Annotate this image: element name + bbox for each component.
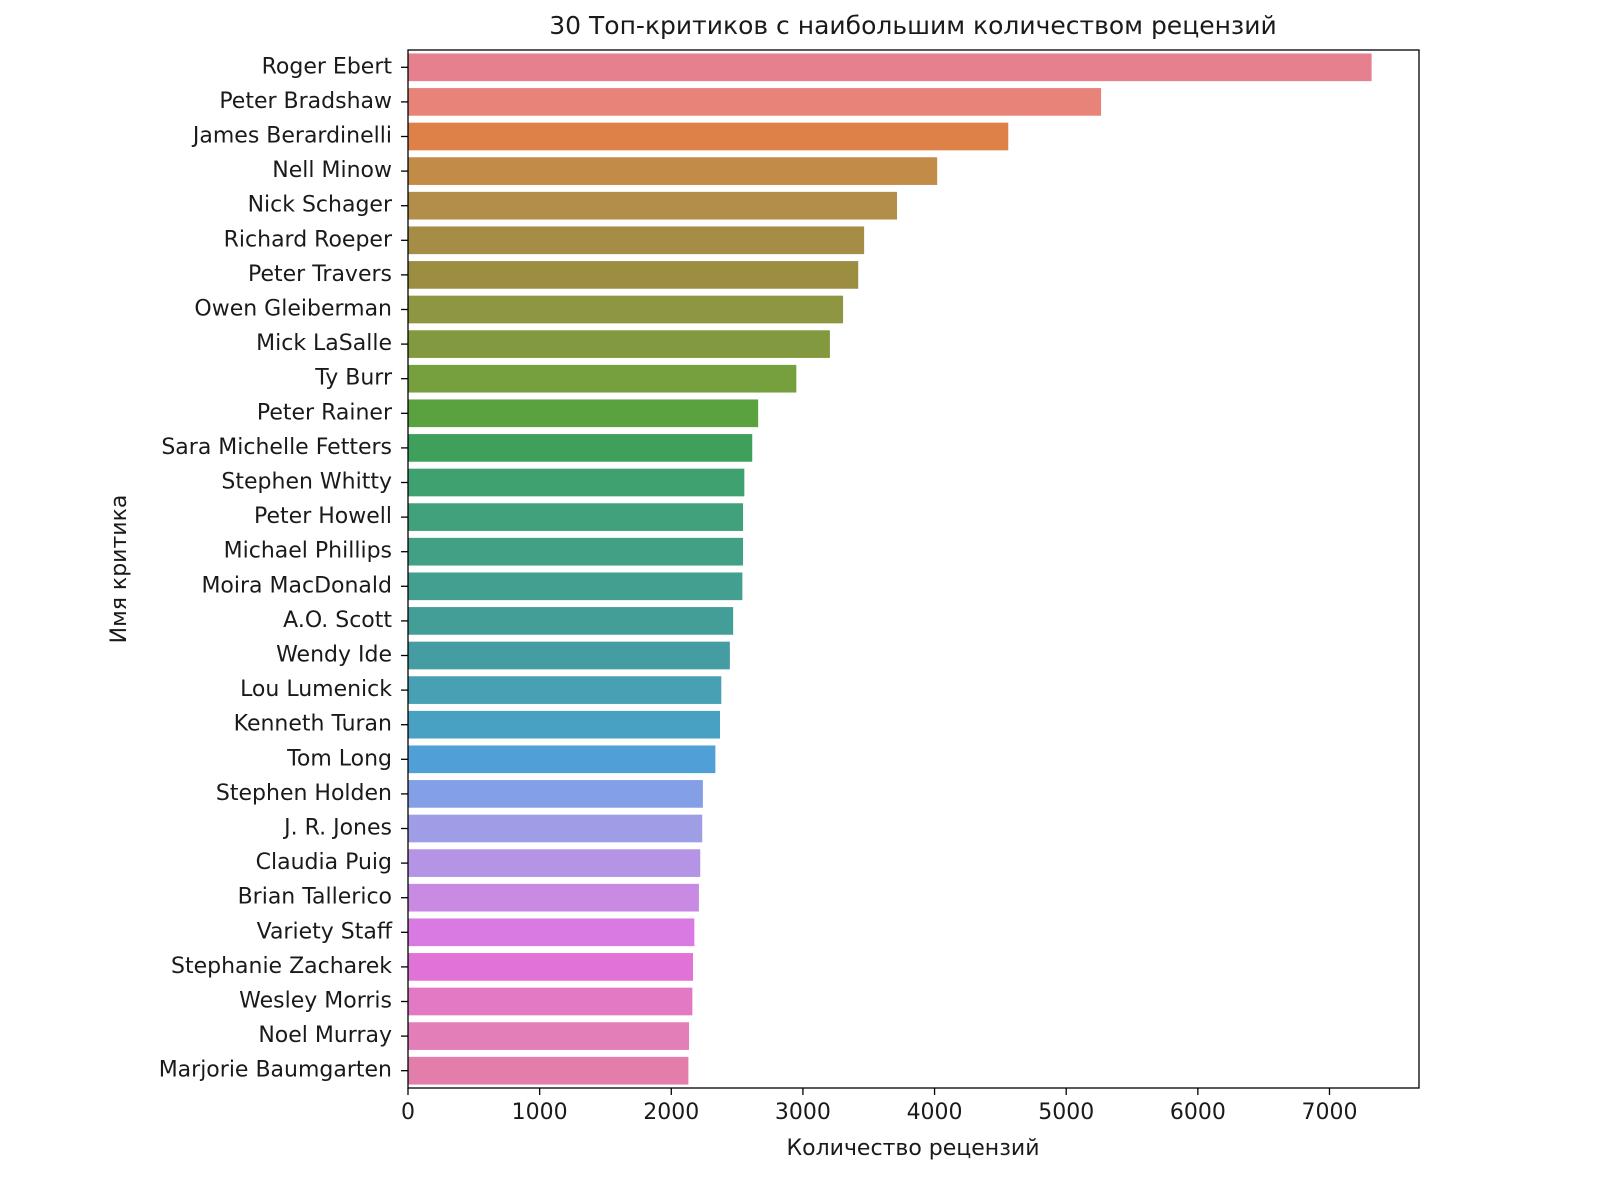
y-axis-label: Имя критика xyxy=(107,495,132,644)
y-tick-label: J. R. Jones xyxy=(282,816,392,841)
y-tick-label: Richard Roeper xyxy=(224,227,393,252)
bar xyxy=(408,987,693,1016)
y-tick-label: Lou Lumenick xyxy=(240,677,392,702)
bar xyxy=(408,53,1372,82)
y-tick-label: Wendy Ide xyxy=(276,643,392,668)
x-tick-label: 7000 xyxy=(1301,1100,1357,1125)
bar xyxy=(408,157,938,185)
y-tick-label: Peter Travers xyxy=(248,262,392,287)
y-tick-label: Mick LaSalle xyxy=(256,331,392,356)
y-tick-label: Tom Long xyxy=(286,746,392,771)
plot-frame xyxy=(407,49,1420,1089)
bar xyxy=(408,226,865,255)
bar xyxy=(408,537,744,566)
bar xyxy=(408,434,753,462)
bar xyxy=(408,883,699,912)
y-tick-label: Michael Phillips xyxy=(224,539,392,564)
bar xyxy=(408,503,744,531)
y-tick-label: Kenneth Turan xyxy=(234,712,392,737)
bar xyxy=(408,330,830,358)
y-tick-label: A.O. Scott xyxy=(283,608,392,633)
y-tick-label: Peter Bradshaw xyxy=(219,89,392,114)
bar xyxy=(408,607,734,635)
y-tick-label: Marjorie Baumgarten xyxy=(159,1058,392,1083)
y-tick-label: Stephanie Zacharek xyxy=(171,954,392,979)
y-tick-label: Variety Staff xyxy=(257,919,393,944)
bar xyxy=(408,780,703,808)
y-tick-label: Noel Murray xyxy=(258,1023,392,1048)
bar xyxy=(408,364,797,393)
bar xyxy=(408,261,859,289)
y-tick-label: Nell Minow xyxy=(272,158,392,183)
y-tick-label: Stephen Holden xyxy=(216,781,392,806)
y-tick-label: Claudia Puig xyxy=(256,850,392,875)
bar xyxy=(408,1022,690,1050)
bar xyxy=(408,676,722,704)
y-tick-label: Peter Howell xyxy=(254,504,392,529)
bar xyxy=(408,710,720,739)
bar xyxy=(408,295,844,324)
y-tick-label: Stephen Whitty xyxy=(221,470,392,495)
x-tick-label: 3000 xyxy=(775,1100,831,1125)
y-tick-label: Roger Ebert xyxy=(262,54,393,79)
bar xyxy=(408,814,703,843)
x-tick-label: 5000 xyxy=(1038,1100,1094,1125)
y-tick-label: Sara Michelle Fetters xyxy=(161,435,392,460)
y-tick-label: Moira MacDonald xyxy=(201,573,392,598)
bar xyxy=(408,122,1009,151)
bar xyxy=(408,849,701,877)
y-tick-label: Brian Tallerico xyxy=(238,885,392,910)
x-tick-label: 6000 xyxy=(1170,1100,1226,1125)
bar xyxy=(408,953,694,981)
x-axis-label: Количество рецензий xyxy=(787,1136,1040,1161)
bar xyxy=(408,191,898,220)
bar xyxy=(408,641,730,670)
y-tick-label: Owen Gleiberman xyxy=(194,297,392,322)
x-tick-label: 4000 xyxy=(907,1100,963,1125)
y-tick-label: Wesley Morris xyxy=(239,989,392,1014)
y-tick-label: Ty Burr xyxy=(314,366,393,391)
bar xyxy=(408,918,695,947)
bar xyxy=(408,1056,689,1085)
bar xyxy=(408,745,716,774)
bar xyxy=(408,468,745,497)
x-tick-label: 0 xyxy=(401,1100,415,1125)
x-tick-label: 2000 xyxy=(643,1100,699,1125)
bar xyxy=(408,399,759,428)
bar xyxy=(408,88,1102,116)
chart-title: 30 Топ-критиков с наибольшим количеством… xyxy=(549,11,1276,40)
x-tick-label: 1000 xyxy=(512,1100,568,1125)
y-tick-label: Nick Schager xyxy=(248,193,393,218)
y-tick-label: James Berardinelli xyxy=(191,124,392,149)
y-tick-label: Peter Rainer xyxy=(257,400,393,425)
bar xyxy=(408,572,743,601)
